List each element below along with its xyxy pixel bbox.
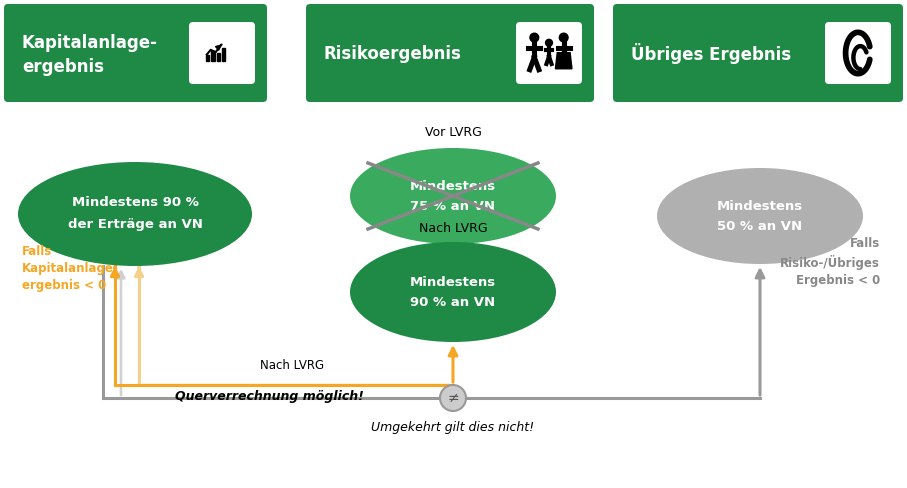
Text: Umgekehrt gilt dies nicht!: Umgekehrt gilt dies nicht!: [372, 420, 534, 433]
Text: ergebnis: ergebnis: [22, 59, 104, 76]
FancyBboxPatch shape: [825, 23, 891, 85]
Bar: [206, 56, 210, 62]
Text: Querverrechnung möglich!: Querverrechnung möglich!: [175, 389, 364, 402]
Text: Mindestens: Mindestens: [410, 276, 496, 289]
Circle shape: [545, 41, 552, 47]
Ellipse shape: [350, 243, 556, 342]
Text: 75 % an VN: 75 % an VN: [411, 200, 495, 213]
Text: 50 % an VN: 50 % an VN: [717, 220, 803, 233]
Text: Falls
Risiko-/Übriges
Ergebnis < 0: Falls Risiko-/Übriges Ergebnis < 0: [780, 237, 880, 286]
Circle shape: [440, 385, 466, 411]
Ellipse shape: [657, 169, 863, 264]
FancyBboxPatch shape: [516, 23, 582, 85]
Text: Vor LVRG: Vor LVRG: [424, 126, 482, 139]
Text: Mindestens: Mindestens: [410, 180, 496, 193]
Text: ≠: ≠: [447, 390, 459, 404]
Ellipse shape: [18, 163, 252, 266]
Text: Nach LVRG: Nach LVRG: [419, 222, 487, 235]
Bar: [211, 52, 215, 62]
Circle shape: [560, 34, 568, 43]
FancyBboxPatch shape: [306, 5, 594, 103]
Ellipse shape: [350, 149, 556, 244]
Text: Nach LVRG: Nach LVRG: [260, 358, 324, 371]
Text: Übriges Ergebnis: Übriges Ergebnis: [631, 43, 791, 64]
Text: Mindestens 90 %: Mindestens 90 %: [72, 196, 199, 209]
Text: Mindestens: Mindestens: [717, 200, 803, 213]
Text: Kapitalanlage-: Kapitalanlage-: [22, 34, 158, 52]
FancyBboxPatch shape: [613, 5, 903, 103]
Text: Risikoergebnis: Risikoergebnis: [324, 45, 462, 63]
FancyBboxPatch shape: [4, 5, 267, 103]
Polygon shape: [555, 54, 572, 70]
Text: Falls
Kapitalanlage-
ergebnis < 0: Falls Kapitalanlage- ergebnis < 0: [22, 244, 119, 291]
Bar: [217, 54, 220, 62]
Text: 90 % an VN: 90 % an VN: [411, 296, 495, 309]
Text: der Erträge an VN: der Erträge an VN: [67, 218, 202, 231]
FancyBboxPatch shape: [189, 23, 255, 85]
Bar: [222, 49, 225, 62]
Circle shape: [530, 34, 539, 43]
